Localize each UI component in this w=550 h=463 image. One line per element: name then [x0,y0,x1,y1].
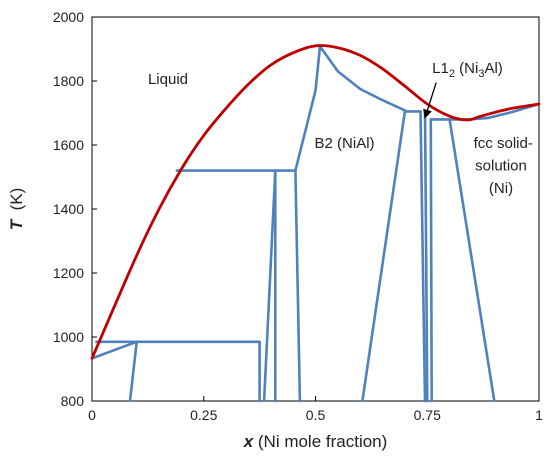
y-tick-label: 1200 [53,265,84,281]
y-tick-label: 800 [61,393,85,409]
x-axis-label-text: (Ni mole fraction) [253,432,387,451]
phase-boundary-line [294,45,322,172]
x-axis-label: x (Ni mole fraction) [243,432,388,451]
annotation-fcc-1: fcc solid- [474,135,533,152]
phase-boundary-line [466,102,541,121]
annotation-l12: L12 (Ni3Al) [432,60,503,80]
x-tick-label: 0 [88,407,96,423]
liquidus-curve-group [90,44,541,360]
y-axis-symbol: T [7,218,26,230]
y-axis-label-text: (K) [7,188,26,220]
region-annotations: Liquid B2 (NiAl) fcc solid-solution (Ni) L12… [148,60,533,197]
phase-boundary-line [294,169,302,403]
phase-boundary-line [448,118,496,403]
y-tick-label: 1800 [53,73,84,89]
liquidus-curve [90,44,541,360]
l12-pointer-arrow [423,82,437,119]
phase-boundary-line [361,110,407,403]
y-tick-label: 1400 [53,201,84,217]
axis-labels: x (Ni mole fraction) T (K) [7,188,387,451]
annotation-fcc-3: (Ni) [489,180,513,197]
y-tick-label: 1600 [53,137,84,153]
l12-text: L1 [432,60,449,77]
l12-text: Al) [484,60,502,77]
phase-boundary-line [429,118,434,403]
x-tick-label: 0.5 [306,407,326,423]
x-tick-label: 0.75 [414,407,441,423]
x-tick-label: 0.25 [190,407,217,423]
phase-boundary-line [128,340,138,403]
y-tick-label: 2000 [53,9,84,25]
phase-boundary-line [423,110,429,403]
annotation-liquid: Liquid [148,71,188,88]
x-tick-label: 1 [535,407,543,423]
y-tick-label: 1000 [53,329,84,345]
l12-subscript: 3 [478,68,484,80]
phase-boundary-line [318,45,407,112]
annotation-b2: B2 (NiAl) [315,135,375,152]
x-axis-symbol: x [243,432,255,451]
phase-boundary-line [90,340,138,360]
l12-text: (Ni [455,60,478,77]
phase-boundary-line [262,169,277,403]
l12-subscript: 2 [449,68,455,80]
phase-boundary-line [419,110,427,403]
phase-boundary-lines [90,45,541,403]
annotation-fcc-2: solution [475,158,527,175]
y-axis-label: T (K) [7,188,26,231]
